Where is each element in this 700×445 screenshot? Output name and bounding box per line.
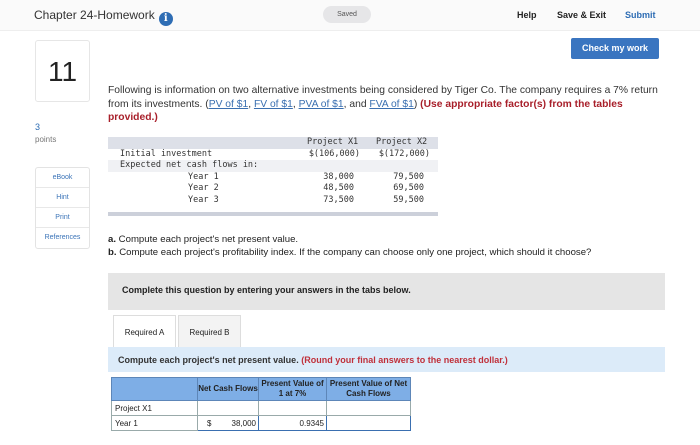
complete-note: Complete this question by entering your …	[108, 273, 665, 310]
row-label: Year 1	[188, 171, 219, 182]
instruction-text: Compute each project's net present value…	[118, 355, 302, 365]
table-row: Project X1	[111, 400, 411, 416]
pvcf-input[interactable]	[326, 415, 411, 431]
part-b: b. Compute each project's profitability …	[108, 246, 591, 259]
sidebar: eBook Hint Print References	[35, 167, 90, 249]
sidebar-item-hint[interactable]: Hint	[36, 188, 89, 208]
x1-value: 48,500	[323, 183, 354, 193]
part-a: a. Compute each project's net present va…	[108, 233, 591, 246]
table-row: Year 1 $38,000 0.9345	[111, 415, 411, 431]
fv-link[interactable]: FV of $1	[253, 98, 293, 110]
fva-link[interactable]: FVA of $1	[369, 98, 414, 110]
problem-body: Following is information on two alternat…	[108, 85, 658, 110]
investment-table: Project X1 Project X2 Initial investment $…	[108, 137, 438, 216]
cash-input[interactable]: $38,000	[197, 415, 259, 431]
table-footer-bar	[108, 212, 438, 216]
sidebar-item-print[interactable]: Print	[36, 208, 89, 228]
title-text: Chapter 24-Homework	[34, 8, 155, 22]
problem-text: Following is information on two alternat…	[108, 84, 668, 125]
top-bar: Chapter 24-Homework i Saved Help Save & E…	[0, 0, 700, 31]
row-label: Project X1	[111, 400, 198, 416]
header-x1: Project X1	[307, 137, 359, 147]
header-pv-factor: Present Value of 1 at 7%	[258, 377, 327, 401]
x2-value: 59,500	[393, 194, 424, 205]
sep: ,	[292, 98, 299, 110]
x1-value: 38,000	[323, 171, 354, 182]
tab-required-b[interactable]: Required B	[178, 315, 241, 347]
row-label: Year 3	[188, 194, 219, 205]
header-blank	[111, 377, 198, 401]
part-a-label: a.	[108, 234, 117, 245]
sep: , and	[343, 98, 370, 110]
row-label: Year 1	[111, 415, 198, 431]
instruction-note: (Round your final answers to the nearest…	[301, 355, 508, 365]
part-b-text: Compute each project's profitability ind…	[116, 247, 592, 258]
header-pv-cash-flows: Present Value of Net Cash Flows	[326, 377, 411, 401]
table-row: Year 1 38,000 79,500	[108, 172, 438, 184]
x1-value: $(106,000)	[308, 148, 360, 159]
cash-cell	[197, 400, 259, 416]
pvcf-cell	[326, 400, 411, 416]
x2-value: 69,500	[393, 183, 424, 193]
problem-instruction: (Use appropriate factor(s) from the tabl…	[108, 98, 623, 124]
table-row: Year 2 48,500 69,500	[108, 183, 438, 195]
pv-cell	[258, 400, 327, 416]
currency-symbol: $	[207, 418, 212, 428]
row-label: Year 2	[188, 183, 219, 193]
x2-value: 79,500	[393, 171, 424, 182]
question-number: 11	[35, 40, 90, 102]
check-my-work-button[interactable]: Check my work	[571, 38, 659, 59]
row-label: Expected net cash flows in:	[120, 160, 259, 170]
header-x2: Project X2	[376, 137, 428, 147]
saved-badge: Saved	[323, 6, 371, 23]
pv-link[interactable]: PV of $1	[208, 98, 249, 110]
sidebar-item-references[interactable]: References	[44, 234, 81, 241]
table-row: Year 3 73,500 59,500	[108, 195, 438, 207]
cash-value: 38,000	[231, 418, 256, 428]
points-value: 3	[35, 122, 41, 132]
sep: ,	[248, 98, 254, 110]
pva-link[interactable]: PVA of $1	[298, 98, 344, 110]
pv-factor-input[interactable]: 0.9345	[258, 415, 327, 431]
sep: )	[413, 98, 421, 110]
table-row: Expected net cash flows in:	[108, 160, 438, 172]
assignment-title: Chapter 24-Homework i	[34, 8, 173, 26]
sidebar-item-ebook[interactable]: eBook	[36, 168, 89, 188]
answer-table: Net Cash Flows Present Value of 1 at 7% …	[111, 377, 411, 431]
question-parts: a. Compute each project's net present va…	[108, 233, 591, 259]
save-exit-link[interactable]: Save & Exit	[557, 10, 607, 20]
table-header: Project X1 Project X2	[108, 137, 438, 149]
tab-required-a[interactable]: Required A	[113, 315, 176, 348]
help-link[interactable]: Help	[517, 10, 537, 20]
part-a-text: Compute each project's net present value…	[116, 234, 299, 245]
header-net-cash-flows: Net Cash Flows	[197, 377, 259, 401]
part-b-label: b.	[108, 247, 117, 258]
table-row: Initial investment $(106,000) $(172,000)	[108, 149, 438, 161]
row-label: Initial investment	[120, 148, 213, 159]
submit-link[interactable]: Submit	[625, 10, 656, 20]
answer-header: Net Cash Flows Present Value of 1 at 7% …	[111, 377, 411, 401]
x1-value: 73,500	[323, 194, 354, 205]
info-icon[interactable]: i	[158, 12, 173, 26]
instruction-bar: Compute each project's net present value…	[108, 347, 665, 372]
x2-value: $(172,000)	[378, 148, 430, 159]
points-label: points	[35, 135, 57, 144]
